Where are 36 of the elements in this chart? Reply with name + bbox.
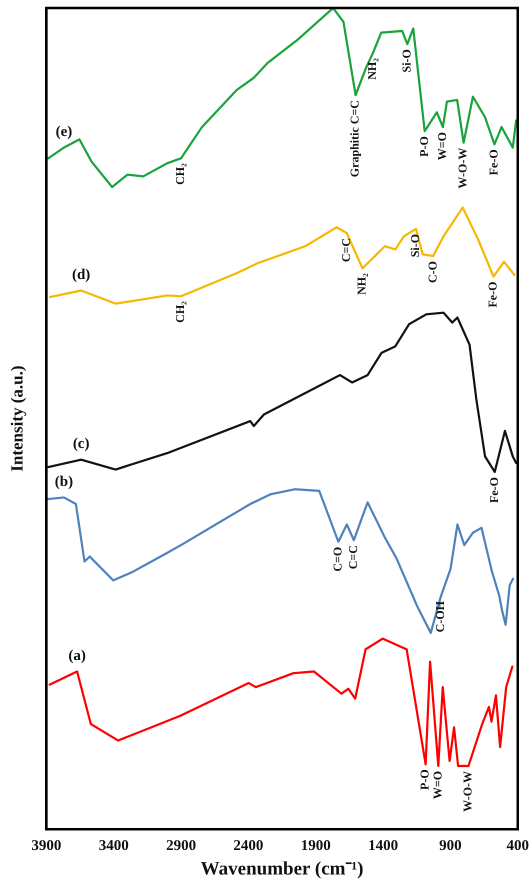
annotation: C=O [330,546,344,572]
annotation: P-O [418,769,432,790]
y-axis-title: Intensity (a.u.) [8,365,27,472]
series-label: (c) [72,436,90,452]
x-axis-title: Wavenumber (cm⁻¹) [200,858,364,880]
series-label: (a) [68,648,86,664]
annotation: W-O-W [456,148,470,189]
annotation: Fe-O [486,476,501,503]
x-tick-label: 1900 [300,838,331,854]
annotation: W-O-W [460,770,475,812]
annotation: NH₂ [364,58,379,80]
annotation: C=C [338,238,353,262]
x-tick-label: 2400 [233,838,264,854]
series-label: (e) [56,124,72,140]
annotation: C=C [346,545,360,570]
x-tick-label: 1400 [368,838,398,854]
x-tick-label: 3400 [98,838,129,854]
series-label: (d) [72,266,90,283]
annotation: Graphitic C=C [348,100,362,178]
annotation: Si-O [408,234,422,258]
annotation: Fe-O [486,149,501,176]
annotation: Si-O [399,49,414,72]
series-label: (b) [54,474,74,490]
annotation: C-OH [433,600,448,632]
annotation: NH₂ [354,272,369,295]
annotation: C-O [425,261,440,283]
annotation: W=O [430,770,444,800]
x-tick-label: 900 [439,838,462,854]
annotation: CH₂ [173,162,188,185]
annotation: P-O [416,136,431,157]
x-tick-label: 400 [506,838,529,854]
x-tick-label: 3900 [31,838,62,854]
annotation: W=O [434,132,449,160]
annotation: CH₂ [173,300,188,323]
annotation: Fe-O [486,282,500,308]
x-tick-label: 2900 [166,838,196,854]
